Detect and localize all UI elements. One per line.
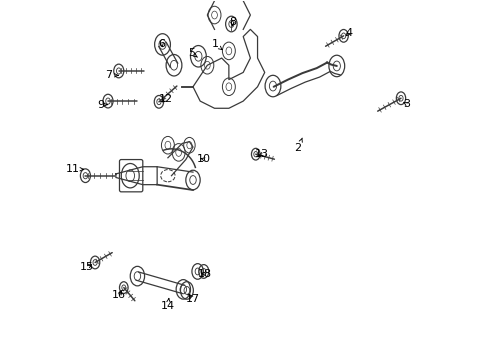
- Text: 18: 18: [198, 269, 212, 279]
- Text: 9: 9: [98, 100, 107, 110]
- Text: 13: 13: [255, 149, 269, 159]
- Text: 4: 4: [345, 28, 353, 38]
- Text: 10: 10: [197, 154, 211, 164]
- Text: 17: 17: [186, 294, 200, 304]
- Text: 2: 2: [294, 138, 302, 153]
- Text: 15: 15: [80, 262, 94, 272]
- Text: 12: 12: [159, 94, 173, 104]
- Text: 7: 7: [105, 70, 118, 80]
- Text: 11: 11: [66, 164, 83, 174]
- Text: 16: 16: [112, 291, 126, 301]
- Text: 8: 8: [229, 17, 236, 27]
- Text: 6: 6: [158, 39, 165, 49]
- Text: 1: 1: [212, 40, 222, 50]
- Text: 3: 3: [403, 99, 410, 109]
- Text: 5: 5: [188, 48, 197, 58]
- Text: 14: 14: [161, 298, 175, 311]
